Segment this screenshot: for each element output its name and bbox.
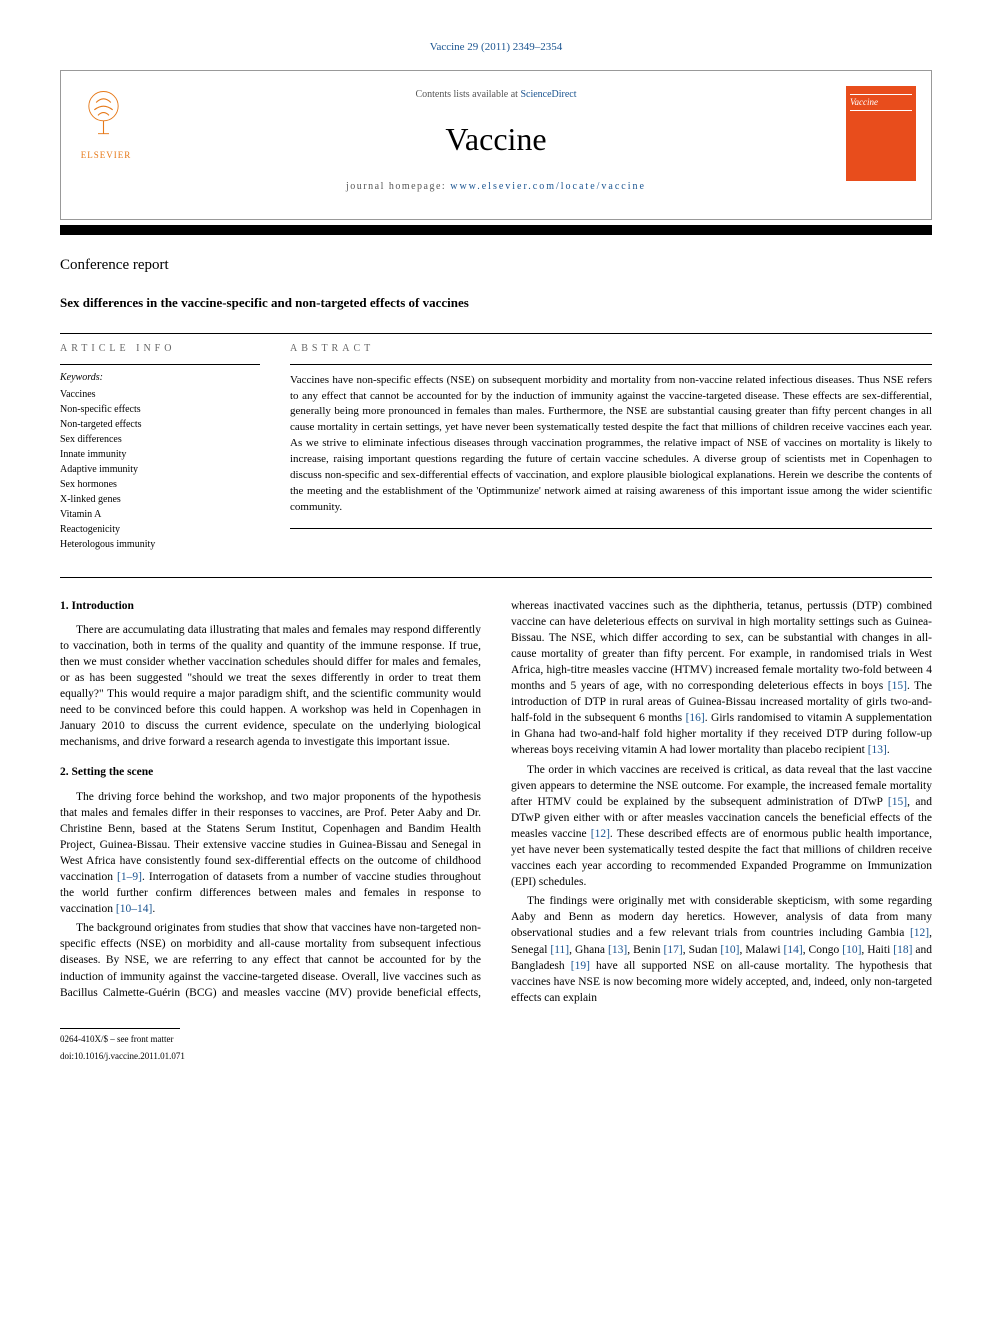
cover-title: Vaccine xyxy=(850,94,912,111)
body-paragraph: The findings were originally met with co… xyxy=(511,893,932,1006)
article-info-heading: ARTICLE INFO xyxy=(60,342,260,356)
citation-ref[interactable]: [13] xyxy=(868,744,887,756)
keyword: Sex differences xyxy=(60,432,260,447)
citation-ref[interactable]: [12] xyxy=(910,927,929,939)
homepage-prefix: journal homepage: xyxy=(346,181,450,192)
body-paragraph: The order in which vaccines are received… xyxy=(511,762,932,891)
citation-ref[interactable]: [11] xyxy=(550,944,569,956)
journal-header: ELSEVIER Vaccine Contents lists availabl… xyxy=(60,70,932,220)
abstract-column: ABSTRACT Vaccines have non-specific effe… xyxy=(290,342,932,552)
doi-line: doi:10.1016/j.vaccine.2011.01.071 xyxy=(60,1050,932,1063)
journal-title: Vaccine xyxy=(76,117,916,162)
text-run: , Malawi xyxy=(740,944,784,956)
keyword-list: Vaccines Non-specific effects Non-target… xyxy=(60,387,260,552)
sciencedirect-link[interactable]: ScienceDirect xyxy=(520,89,576,100)
citation-ref[interactable]: [1–9] xyxy=(117,871,142,883)
text-run: , Ghana xyxy=(569,944,608,956)
text-run: The order in which vaccines are received… xyxy=(511,764,932,808)
text-run: . xyxy=(152,903,155,915)
body-paragraph: There are accumulating data illustrating… xyxy=(60,622,481,751)
keyword: Adaptive immunity xyxy=(60,462,260,477)
citation-ref[interactable]: [10] xyxy=(720,944,739,956)
citation-ref[interactable]: [16] xyxy=(686,712,705,724)
section-2-heading: 2. Setting the scene xyxy=(60,764,481,780)
citation-ref[interactable]: [19] xyxy=(571,960,590,972)
footer-separator xyxy=(60,1028,180,1029)
homepage-link[interactable]: www.elsevier.com/locate/vaccine xyxy=(450,181,646,192)
issn-line: 0264-410X/$ – see front matter xyxy=(60,1033,932,1046)
publisher-name: ELSEVIER xyxy=(76,149,136,162)
contents-available-line: Contents lists available at ScienceDirec… xyxy=(76,88,916,102)
text-run: , Haiti xyxy=(861,944,893,956)
title-rule xyxy=(60,333,932,334)
citation-ref[interactable]: [17] xyxy=(664,944,683,956)
citation-ref[interactable]: [15] xyxy=(888,680,907,692)
keyword: Innate immunity xyxy=(60,447,260,462)
citation-ref[interactable]: [13] xyxy=(608,944,627,956)
citation-ref[interactable]: [10] xyxy=(842,944,861,956)
header-separator xyxy=(60,225,932,235)
keywords-label: Keywords: xyxy=(60,371,260,385)
body-rule xyxy=(60,577,932,578)
article-info-column: ARTICLE INFO Keywords: Vaccines Non-spec… xyxy=(60,342,260,552)
abstract-rule-bottom xyxy=(290,528,932,529)
text-run: . xyxy=(887,744,890,756)
keyword: Non-specific effects xyxy=(60,402,260,417)
homepage-line: journal homepage: www.elsevier.com/locat… xyxy=(76,180,916,194)
abstract-heading: ABSTRACT xyxy=(290,342,932,356)
elsevier-tree-icon xyxy=(76,86,131,141)
article-type: Conference report xyxy=(60,255,932,276)
text-run: The findings were originally met with co… xyxy=(511,895,932,939)
text-run: , Congo xyxy=(803,944,843,956)
citation-ref[interactable]: [14] xyxy=(784,944,803,956)
citation-ref[interactable]: [18] xyxy=(893,944,912,956)
keyword: X-linked genes xyxy=(60,492,260,507)
keyword: Vaccines xyxy=(60,387,260,402)
body-paragraph: The driving force behind the workshop, a… xyxy=(60,789,481,918)
abstract-rule-top xyxy=(290,364,932,365)
text-run: , Sudan xyxy=(683,944,721,956)
article-title: Sex differences in the vaccine-specific … xyxy=(60,294,932,312)
article-body: 1. Introduction There are accumulating d… xyxy=(60,598,932,1006)
citation-ref[interactable]: [12] xyxy=(591,828,610,840)
abstract-text: Vaccines have non-specific effects (NSE)… xyxy=(290,373,932,516)
keyword: Reactogenicity xyxy=(60,522,260,537)
keyword: Sex hormones xyxy=(60,477,260,492)
text-run: The driving force behind the workshop, a… xyxy=(60,791,481,883)
citation-line: Vaccine 29 (2011) 2349–2354 xyxy=(60,40,932,55)
section-1-heading: 1. Introduction xyxy=(60,598,481,614)
journal-cover-thumbnail: Vaccine xyxy=(846,86,916,181)
info-rule xyxy=(60,364,260,365)
keyword: Non-targeted effects xyxy=(60,417,260,432)
publisher-logo: ELSEVIER xyxy=(76,86,136,166)
keyword: Heterologous immunity xyxy=(60,537,260,552)
text-run: , Benin xyxy=(627,944,663,956)
citation-ref[interactable]: [15] xyxy=(888,796,907,808)
contents-prefix: Contents lists available at xyxy=(415,89,520,100)
keyword: Vitamin A xyxy=(60,507,260,522)
citation-ref[interactable]: [10–14] xyxy=(116,903,152,915)
